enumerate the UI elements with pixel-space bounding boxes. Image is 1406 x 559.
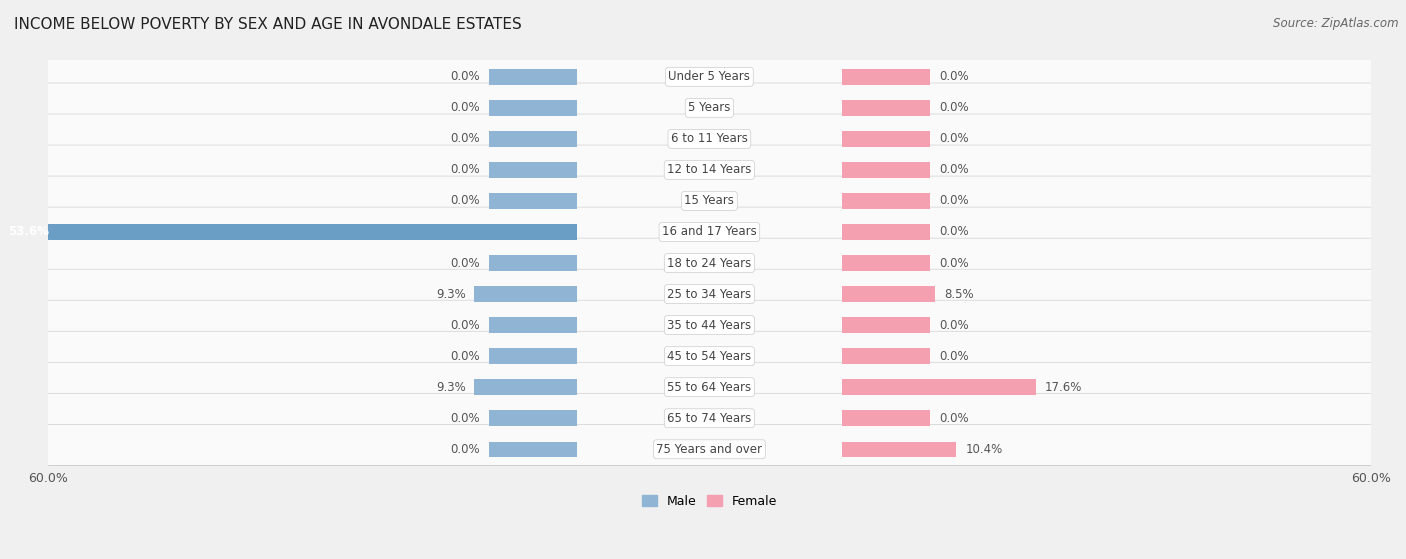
Bar (842, 286, 935, 302)
Bar (489, 255, 576, 271)
Text: Under 5 Years: Under 5 Years (668, 70, 751, 83)
Text: INCOME BELOW POVERTY BY SEX AND AGE IN AVONDALE ESTATES: INCOME BELOW POVERTY BY SEX AND AGE IN A… (14, 17, 522, 32)
Text: 0.0%: 0.0% (939, 412, 969, 425)
Text: 45 to 54 Years: 45 to 54 Years (668, 349, 751, 363)
Bar (489, 162, 576, 178)
Text: 0.0%: 0.0% (450, 349, 479, 363)
Text: 6 to 11 Years: 6 to 11 Years (671, 132, 748, 145)
Text: 0.0%: 0.0% (450, 163, 479, 177)
Text: 10.4%: 10.4% (966, 443, 1002, 456)
Bar (842, 255, 929, 271)
Text: 0.0%: 0.0% (939, 349, 969, 363)
Bar (842, 162, 929, 178)
Text: 0.0%: 0.0% (939, 163, 969, 177)
Text: 0.0%: 0.0% (450, 101, 479, 115)
FancyBboxPatch shape (34, 207, 1385, 257)
Bar (474, 380, 576, 395)
Text: 0.0%: 0.0% (450, 443, 479, 456)
FancyBboxPatch shape (34, 176, 1385, 226)
Bar (842, 100, 929, 116)
FancyBboxPatch shape (34, 238, 1385, 288)
Text: Source: ZipAtlas.com: Source: ZipAtlas.com (1274, 17, 1399, 30)
Text: 12 to 14 Years: 12 to 14 Years (668, 163, 752, 177)
Text: 0.0%: 0.0% (939, 70, 969, 83)
Bar (842, 193, 929, 209)
Text: 18 to 24 Years: 18 to 24 Years (668, 257, 751, 269)
FancyBboxPatch shape (34, 331, 1385, 381)
Text: 0.0%: 0.0% (939, 195, 969, 207)
FancyBboxPatch shape (34, 114, 1385, 164)
FancyBboxPatch shape (34, 52, 1385, 102)
Text: 75 Years and over: 75 Years and over (657, 443, 762, 456)
Bar (489, 348, 576, 364)
Bar (842, 348, 929, 364)
Text: 0.0%: 0.0% (939, 257, 969, 269)
Text: 5 Years: 5 Years (688, 101, 731, 115)
Text: 0.0%: 0.0% (939, 319, 969, 331)
Text: 0.0%: 0.0% (450, 70, 479, 83)
Bar (0, 224, 576, 240)
Text: 0.0%: 0.0% (939, 101, 969, 115)
Bar (842, 318, 929, 333)
Text: 0.0%: 0.0% (450, 412, 479, 425)
Text: 0.0%: 0.0% (450, 195, 479, 207)
FancyBboxPatch shape (34, 394, 1385, 443)
Text: 15 Years: 15 Years (685, 195, 734, 207)
Bar (842, 410, 929, 426)
FancyBboxPatch shape (34, 424, 1385, 474)
Text: 9.3%: 9.3% (436, 287, 465, 301)
Bar (489, 193, 576, 209)
Bar (842, 442, 956, 457)
Legend: Male, Female: Male, Female (637, 490, 782, 513)
FancyBboxPatch shape (34, 269, 1385, 319)
Text: 16 and 17 Years: 16 and 17 Years (662, 225, 756, 239)
Text: 17.6%: 17.6% (1045, 381, 1083, 394)
Text: 25 to 34 Years: 25 to 34 Years (668, 287, 751, 301)
Text: 0.0%: 0.0% (450, 257, 479, 269)
Bar (489, 410, 576, 426)
Text: 9.3%: 9.3% (436, 381, 465, 394)
Text: 0.0%: 0.0% (939, 225, 969, 239)
FancyBboxPatch shape (34, 300, 1385, 350)
Bar (489, 100, 576, 116)
Bar (842, 224, 929, 240)
FancyBboxPatch shape (34, 362, 1385, 412)
Bar (474, 286, 576, 302)
Text: 55 to 64 Years: 55 to 64 Years (668, 381, 751, 394)
Bar (489, 131, 576, 146)
Bar (842, 69, 929, 84)
Text: 0.0%: 0.0% (450, 319, 479, 331)
Text: 53.6%: 53.6% (8, 225, 49, 239)
FancyBboxPatch shape (34, 83, 1385, 132)
FancyBboxPatch shape (34, 145, 1385, 195)
Text: 8.5%: 8.5% (945, 287, 974, 301)
Text: 65 to 74 Years: 65 to 74 Years (668, 412, 751, 425)
Bar (842, 131, 929, 146)
Text: 0.0%: 0.0% (939, 132, 969, 145)
Bar (842, 380, 1036, 395)
Text: 0.0%: 0.0% (450, 132, 479, 145)
Bar (489, 69, 576, 84)
Text: 35 to 44 Years: 35 to 44 Years (668, 319, 751, 331)
Bar (489, 318, 576, 333)
Bar (489, 442, 576, 457)
